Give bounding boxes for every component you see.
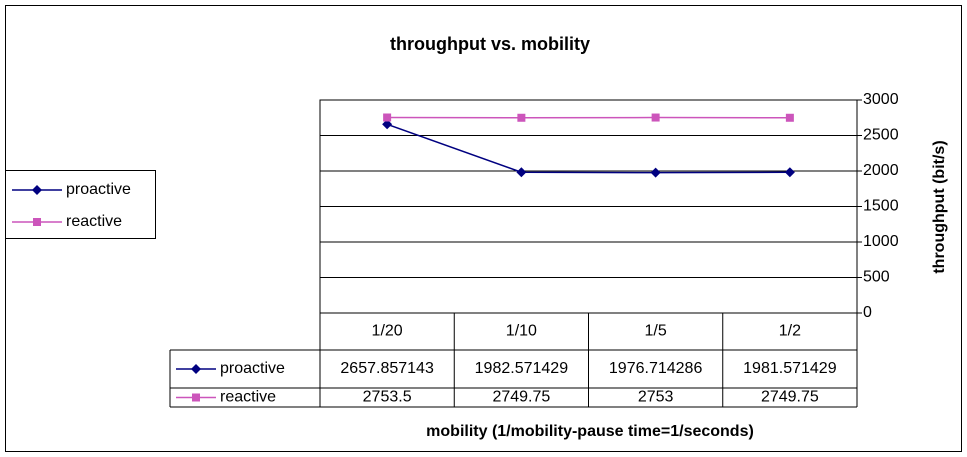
table-value: 2749.75 bbox=[761, 389, 819, 406]
x-tick-label: 1/10 bbox=[506, 323, 537, 340]
data-point bbox=[784, 167, 795, 178]
x-tick-label: 1/5 bbox=[645, 323, 667, 340]
data-point bbox=[650, 167, 661, 178]
y-tick-label: 2000 bbox=[863, 162, 899, 179]
data-point bbox=[517, 113, 526, 122]
data-point bbox=[383, 113, 392, 122]
table-value: 1981.571429 bbox=[743, 360, 837, 377]
legend-label: reactive bbox=[66, 213, 122, 230]
data-point bbox=[785, 113, 794, 122]
legend-key-marker bbox=[32, 185, 42, 195]
table-value: 1976.714286 bbox=[609, 360, 703, 377]
table-key-marker bbox=[192, 393, 200, 402]
table-value: 2749.75 bbox=[492, 389, 550, 406]
table-value: 1982.571429 bbox=[475, 360, 569, 377]
table-value: 2753.5 bbox=[363, 389, 412, 406]
legend-label: proactive bbox=[66, 181, 131, 198]
x-axis-title: mobility (1/mobility-pause time=1/second… bbox=[426, 423, 754, 440]
y-tick-label: 500 bbox=[863, 269, 890, 286]
table-key-marker bbox=[191, 364, 201, 374]
y-tick-label: 3000 bbox=[863, 91, 899, 108]
table-row-label: proactive bbox=[220, 360, 285, 377]
table-row-label: reactive bbox=[220, 389, 276, 406]
data-point bbox=[382, 119, 393, 130]
y-tick-label: 2500 bbox=[863, 127, 899, 144]
series-line bbox=[386, 123, 790, 174]
y-axis-title: throughput (bit/s) bbox=[931, 140, 948, 273]
legend-key-marker bbox=[33, 218, 41, 226]
table-value: 2753 bbox=[638, 389, 674, 406]
chart-title: throughput vs. mobility bbox=[390, 34, 590, 54]
y-tick-label: 0 bbox=[863, 304, 872, 321]
y-tick-label: 1000 bbox=[863, 233, 899, 250]
legend bbox=[5, 170, 156, 239]
table-value: 2657.857143 bbox=[340, 360, 434, 377]
x-tick-label: 1/2 bbox=[779, 323, 801, 340]
data-point bbox=[651, 113, 660, 122]
y-tick-label: 1500 bbox=[863, 198, 899, 215]
x-tick-label: 1/20 bbox=[372, 323, 403, 340]
data-point bbox=[516, 167, 527, 178]
